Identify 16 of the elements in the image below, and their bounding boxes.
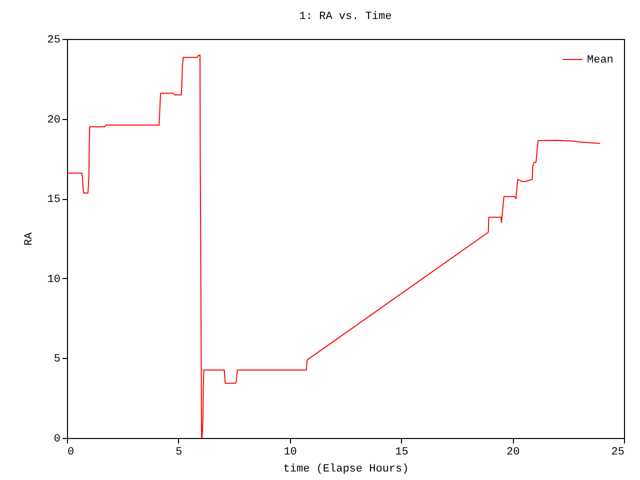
y-tick-label: 0 xyxy=(54,434,60,446)
x-tick-label: 10 xyxy=(284,446,297,458)
x-axis-title: time (Elapse Hours) xyxy=(283,464,409,476)
y-tick-label: 15 xyxy=(47,194,60,206)
chart-title: 1: RA vs. Time xyxy=(299,11,392,23)
x-tick-label: 5 xyxy=(176,446,182,458)
legend-label: Mean xyxy=(587,54,614,66)
y-axis-title: RA xyxy=(23,232,36,246)
x-tick-label: 15 xyxy=(395,446,408,458)
x-tick-label: 25 xyxy=(611,446,624,458)
y-tick-label: 10 xyxy=(47,274,60,286)
y-tick-label: 5 xyxy=(54,354,60,366)
x-tick-label: 0 xyxy=(68,446,74,458)
y-tick-label: 20 xyxy=(47,114,60,126)
y-tick-label: 25 xyxy=(47,34,60,46)
x-tick-label: 20 xyxy=(506,446,520,458)
